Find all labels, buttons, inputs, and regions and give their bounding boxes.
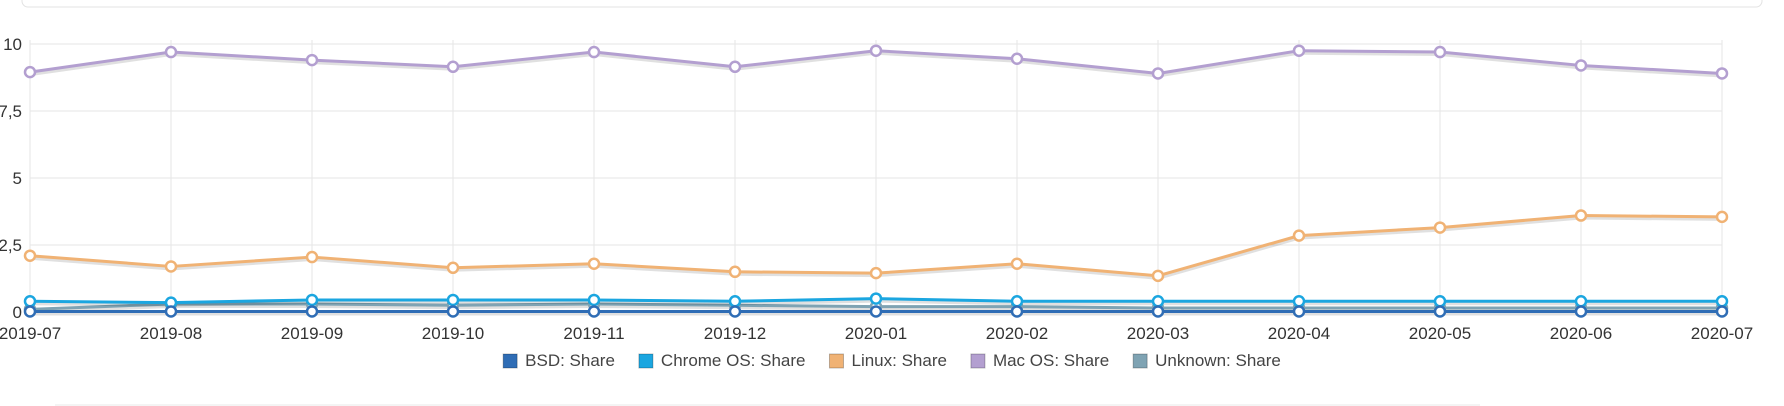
x-tick-label: 2020-04 [1268, 324, 1330, 343]
series-layer [23, 44, 1729, 318]
legend[interactable]: BSD: Share Chrome OS: Share Linux: Share Ma… [502, 351, 1281, 370]
data-point-macos[interactable] [1151, 67, 1165, 80]
data-point-chromeos[interactable] [1433, 295, 1447, 308]
top-card-edge [21, 0, 1763, 8]
data-point-macos[interactable] [446, 60, 460, 74]
data-point-chromeos[interactable] [23, 295, 37, 308]
data-point-linux[interactable] [1574, 209, 1588, 222]
data-point-chromeos[interactable] [1010, 295, 1024, 308]
data-point-bsd[interactable] [23, 305, 37, 318]
x-tick-label: 2019-08 [140, 324, 202, 343]
data-point-bsd[interactable] [1715, 305, 1729, 318]
series-macos [23, 44, 1729, 80]
data-point-chromeos[interactable] [728, 295, 742, 308]
y-tick-label: 7,5 [0, 102, 22, 121]
data-point-linux[interactable] [728, 265, 742, 279]
data-point-bsd[interactable] [446, 305, 460, 318]
data-point-macos[interactable] [587, 45, 601, 59]
data-point-linux[interactable] [1433, 221, 1447, 234]
data-point-linux[interactable] [1010, 257, 1024, 271]
y-tick-label: 0 [13, 303, 22, 322]
data-point-bsd[interactable] [728, 305, 742, 318]
legend-item-unknown[interactable]: Unknown: Share [1132, 351, 1281, 370]
data-point-linux[interactable] [1292, 229, 1306, 242]
legend-item-bsd[interactable]: BSD: Share [502, 351, 615, 370]
y-tick-label: 10 [3, 35, 22, 54]
data-point-linux[interactable] [446, 261, 460, 275]
data-point-macos[interactable] [1292, 44, 1306, 57]
data-point-bsd[interactable] [1574, 305, 1588, 318]
legend-swatch-bsd [502, 353, 518, 369]
x-tick-label: 2019-10 [422, 324, 484, 343]
x-tick-label: 2020-02 [986, 324, 1048, 343]
legend-swatch-chromeos [638, 353, 654, 369]
grid [29, 40, 1723, 313]
legend-item-chromeos[interactable]: Chrome OS: Share [638, 351, 806, 370]
legend-item-macos[interactable]: Mac OS: Share [970, 351, 1109, 370]
data-point-linux[interactable] [164, 260, 178, 273]
legend-swatch-linux [828, 353, 844, 369]
y-axis: 0 2,5 5 7,5 10 [0, 35, 22, 322]
data-point-chromeos[interactable] [305, 293, 319, 307]
series-bsd [23, 305, 1729, 318]
legend-label-linux: Linux: Share [851, 351, 946, 370]
data-point-macos[interactable] [869, 44, 883, 57]
legend-item-linux[interactable]: Linux: Share [828, 351, 947, 370]
data-point-macos[interactable] [23, 65, 37, 79]
data-point-linux[interactable] [587, 257, 601, 271]
x-tick-label: 2020-05 [1409, 324, 1471, 343]
x-tick-label: 2020-03 [1127, 324, 1189, 343]
data-point-linux[interactable] [869, 266, 883, 280]
data-point-bsd[interactable] [305, 305, 319, 318]
data-point-macos[interactable] [728, 60, 742, 74]
x-axis: 2019-07 2019-08 2019-09 2019-10 2019-11 2019-… [0, 324, 1753, 343]
data-point-macos[interactable] [1574, 59, 1588, 72]
y-tick-label: 2,5 [0, 236, 22, 255]
data-point-macos[interactable] [1433, 45, 1447, 59]
y-tick-label: 5 [13, 169, 22, 188]
series-chromeos [23, 292, 1729, 309]
data-point-chromeos[interactable] [446, 293, 460, 307]
x-tick-label: 2020-01 [845, 324, 907, 343]
legend-swatch-macos [970, 353, 986, 369]
data-point-bsd[interactable] [1433, 305, 1447, 318]
x-tick-label: 2019-07 [0, 324, 61, 343]
data-point-bsd[interactable] [1010, 305, 1024, 318]
data-point-chromeos[interactable] [587, 293, 601, 307]
legend-label-unknown: Unknown: Share [1155, 351, 1281, 370]
x-tick-label: 2019-09 [281, 324, 343, 343]
data-point-macos[interactable] [305, 53, 319, 67]
data-point-chromeos[interactable] [869, 292, 883, 305]
data-point-bsd[interactable] [1292, 305, 1306, 318]
x-tick-label: 2019-12 [704, 324, 766, 343]
x-tick-label: 2020-06 [1550, 324, 1612, 343]
data-point-macos[interactable] [164, 45, 178, 59]
data-point-linux[interactable] [23, 249, 37, 262]
data-point-macos[interactable] [1715, 67, 1729, 80]
data-point-bsd[interactable] [587, 305, 601, 318]
data-point-macos[interactable] [1010, 52, 1024, 65]
data-point-bsd[interactable] [869, 305, 883, 318]
data-point-bsd[interactable] [1151, 305, 1165, 318]
data-point-chromeos[interactable] [1292, 295, 1306, 308]
data-point-chromeos[interactable] [1574, 295, 1588, 308]
legend-label-bsd: BSD: Share [525, 351, 615, 370]
legend-swatch-unknown [1132, 353, 1148, 369]
data-point-bsd[interactable] [164, 305, 178, 318]
x-tick-label: 2019-11 [563, 324, 624, 343]
x-tick-label: 2020-07 [1691, 324, 1753, 343]
data-point-linux[interactable] [1151, 269, 1165, 283]
legend-label-chromeos: Chrome OS: Share [661, 351, 806, 370]
data-point-linux[interactable] [1715, 210, 1729, 224]
data-point-chromeos[interactable] [1151, 295, 1165, 308]
data-point-linux[interactable] [305, 250, 319, 264]
legend-label-macos: Mac OS: Share [993, 351, 1109, 370]
data-point-chromeos[interactable] [1715, 295, 1729, 308]
series-linux [23, 209, 1729, 283]
